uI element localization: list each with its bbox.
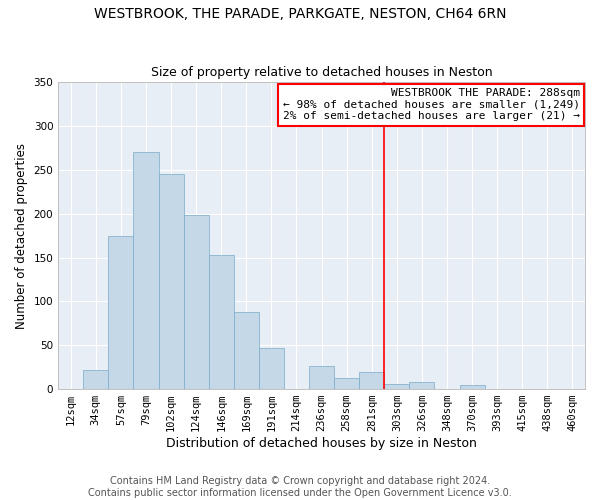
Bar <box>259 348 284 389</box>
Bar <box>234 312 259 389</box>
Bar <box>158 174 184 389</box>
Bar <box>83 370 109 389</box>
Bar <box>460 384 485 389</box>
Bar <box>184 216 209 389</box>
Text: WESTBROOK THE PARADE: 288sqm
← 98% of detached houses are smaller (1,249)
2% of : WESTBROOK THE PARADE: 288sqm ← 98% of de… <box>283 88 580 122</box>
Bar <box>334 378 359 389</box>
Bar <box>385 384 409 389</box>
Bar <box>309 366 334 389</box>
Bar <box>109 236 133 389</box>
Bar <box>359 372 385 389</box>
Bar <box>409 382 434 389</box>
Bar <box>209 255 234 389</box>
Text: Contains HM Land Registry data © Crown copyright and database right 2024.
Contai: Contains HM Land Registry data © Crown c… <box>88 476 512 498</box>
X-axis label: Distribution of detached houses by size in Neston: Distribution of detached houses by size … <box>166 437 477 450</box>
Bar <box>133 152 158 389</box>
Title: Size of property relative to detached houses in Neston: Size of property relative to detached ho… <box>151 66 493 80</box>
Text: WESTBROOK, THE PARADE, PARKGATE, NESTON, CH64 6RN: WESTBROOK, THE PARADE, PARKGATE, NESTON,… <box>94 8 506 22</box>
Y-axis label: Number of detached properties: Number of detached properties <box>15 142 28 328</box>
